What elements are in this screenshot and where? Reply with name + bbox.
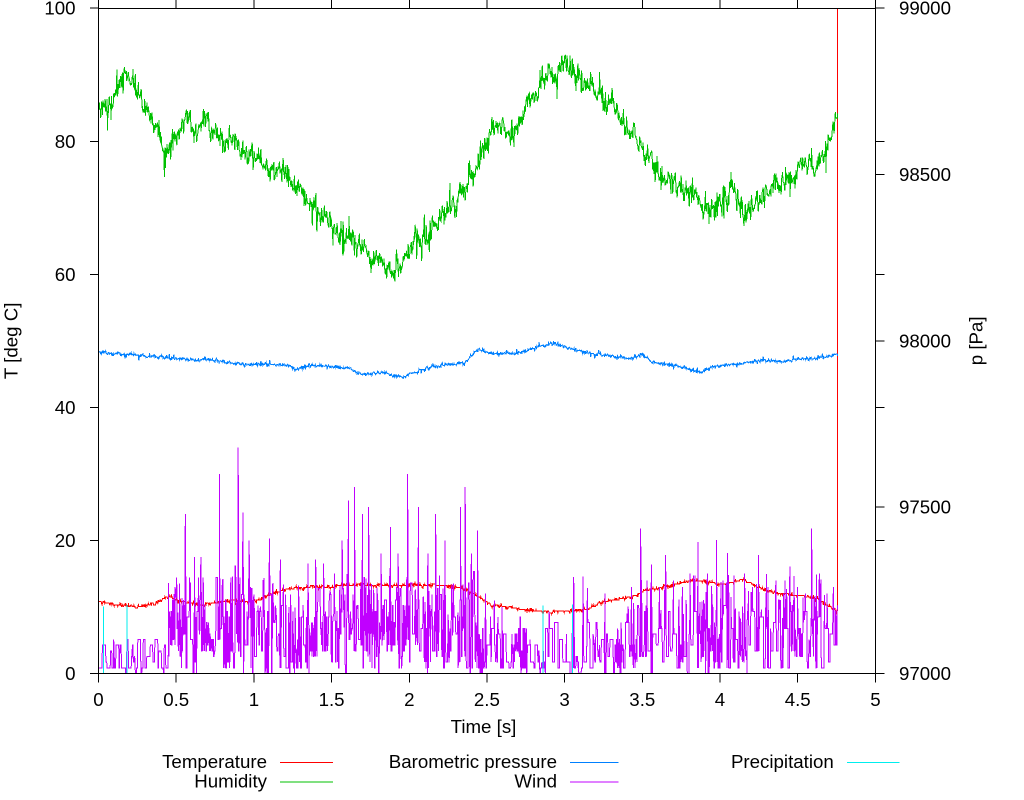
svg-text:Barometric pressure: Barometric pressure (389, 751, 557, 772)
svg-text:2.5: 2.5 (474, 689, 500, 710)
svg-text:3.5: 3.5 (629, 689, 655, 710)
svg-text:1: 1 (249, 689, 259, 710)
svg-text:p [Pa]: p [Pa] (966, 316, 987, 365)
svg-text:Humidity: Humidity (194, 771, 267, 792)
svg-text:97500: 97500 (899, 497, 951, 518)
svg-text:40: 40 (55, 397, 76, 418)
svg-text:Temperature: Temperature (162, 751, 267, 772)
svg-text:20: 20 (55, 530, 76, 551)
svg-text:3: 3 (559, 689, 569, 710)
svg-text:5: 5 (870, 689, 880, 710)
svg-text:4.5: 4.5 (785, 689, 811, 710)
svg-text:99000: 99000 (899, 0, 951, 19)
svg-text:T [deg C]: T [deg C] (1, 303, 22, 380)
svg-text:0: 0 (93, 689, 103, 710)
svg-text:Wind: Wind (514, 771, 557, 792)
svg-text:97000: 97000 (899, 663, 951, 684)
svg-text:1.5: 1.5 (319, 689, 345, 710)
svg-text:2: 2 (404, 689, 414, 710)
svg-text:Time [s]: Time [s] (451, 716, 517, 737)
svg-text:0: 0 (65, 663, 75, 684)
svg-text:100: 100 (44, 0, 75, 19)
svg-text:60: 60 (55, 264, 76, 285)
svg-text:98500: 98500 (899, 164, 951, 185)
svg-text:0.5: 0.5 (163, 689, 189, 710)
svg-text:80: 80 (55, 131, 76, 152)
svg-text:98000: 98000 (899, 330, 951, 351)
svg-text:Precipitation: Precipitation (731, 751, 834, 772)
svg-text:4: 4 (715, 689, 725, 710)
